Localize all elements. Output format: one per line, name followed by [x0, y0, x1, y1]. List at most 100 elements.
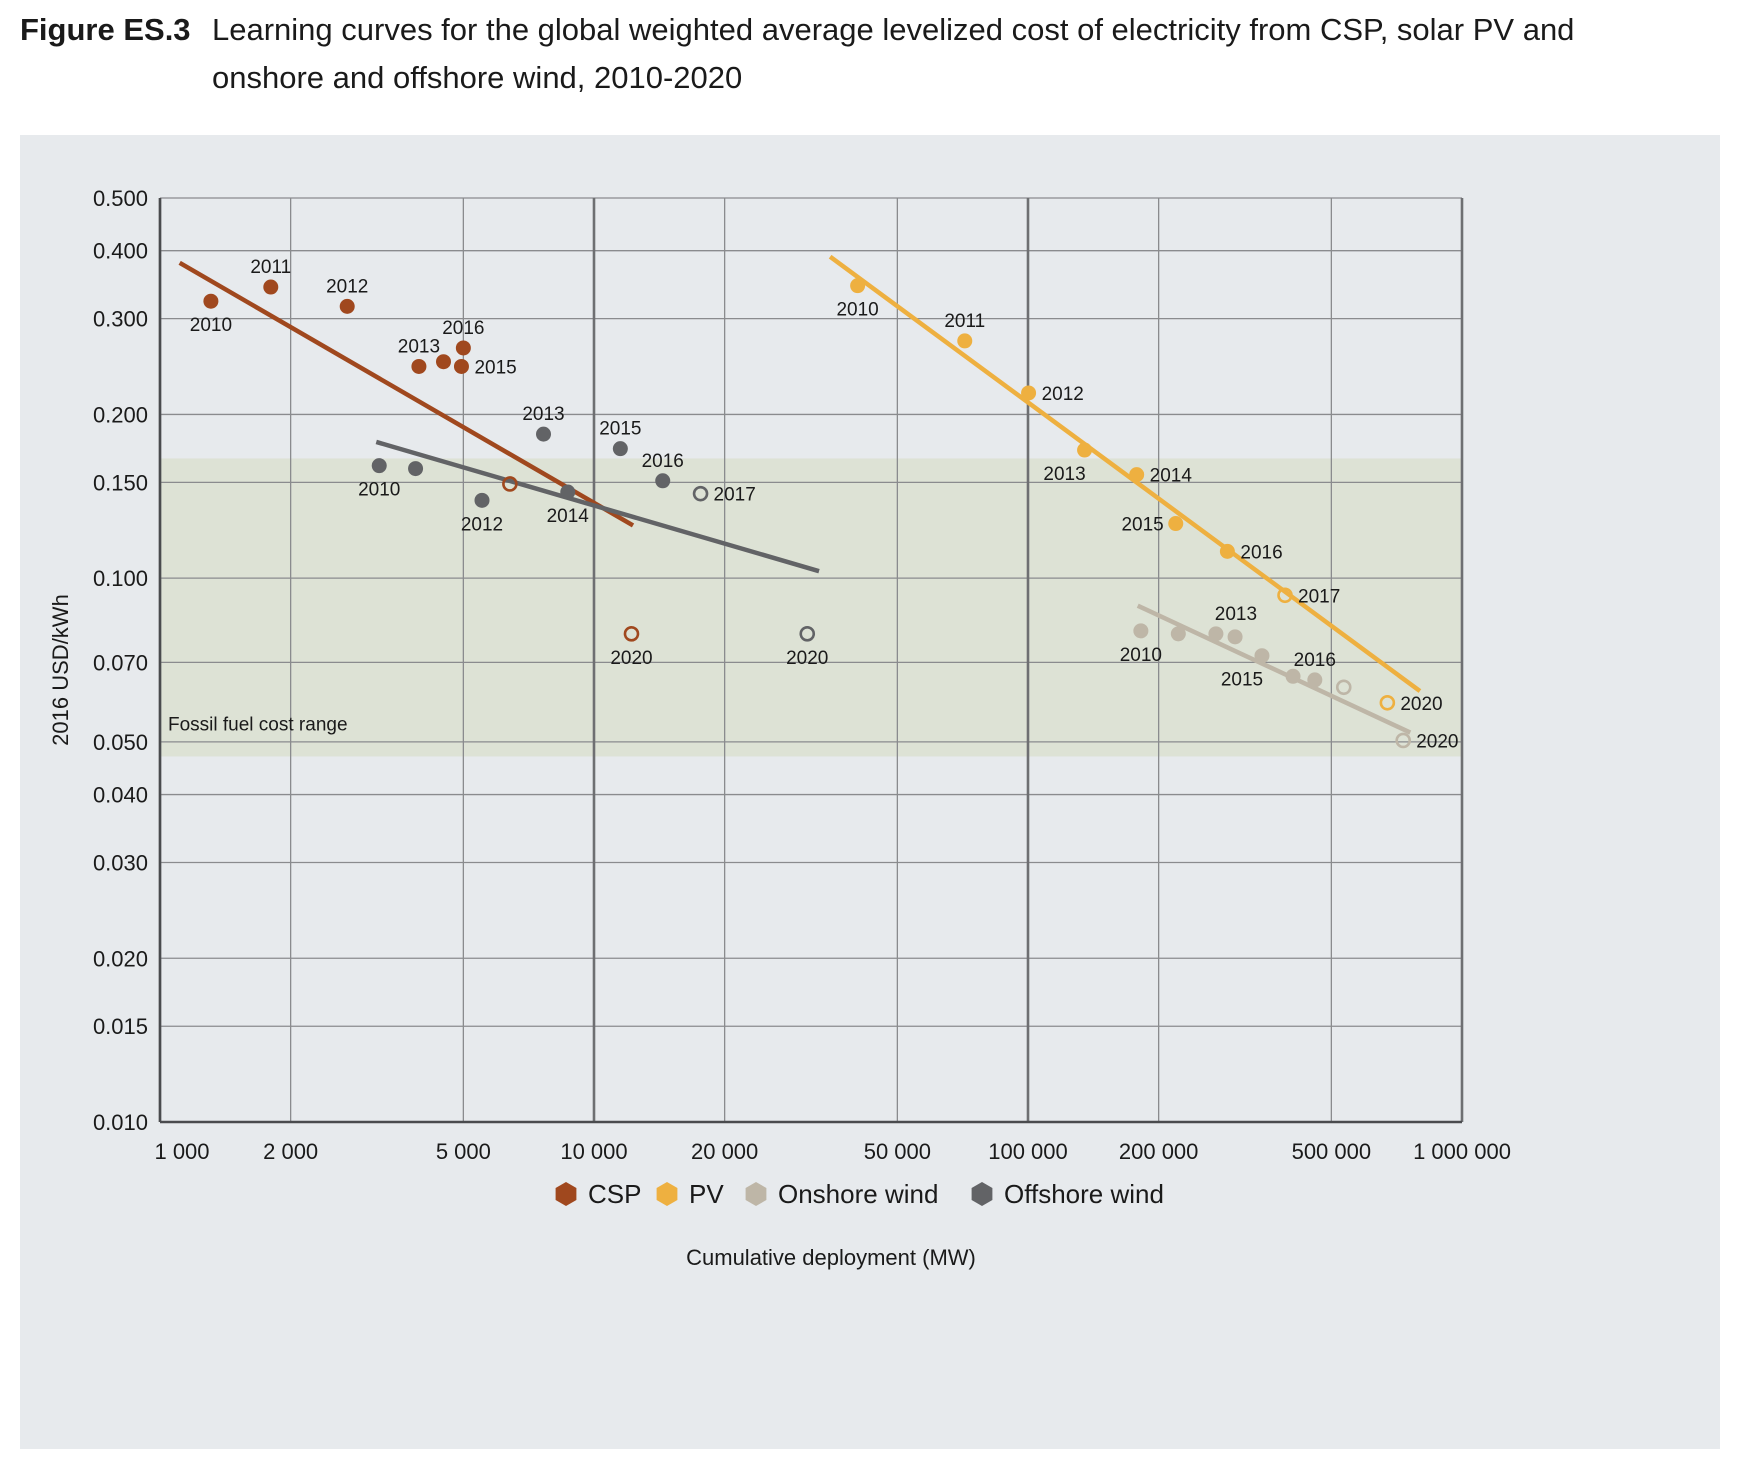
pv-legend-swatch: [656, 1182, 678, 1206]
x-axis-label: Cumulative deployment (MW): [686, 1245, 976, 1270]
y-tick-label: 0.150: [93, 470, 148, 495]
onshore-wind-point-label: 2020: [1416, 731, 1458, 752]
chart-panel: 2010 2011 2012 2013 2015 2016 2020 2010 2011 2012…: [20, 135, 1720, 1449]
offshore-wind-point: [371, 458, 387, 474]
pv-point: [1379, 694, 1396, 711]
y-tick-label: 0.010: [93, 1110, 148, 1135]
offshore-wind-point: [612, 441, 628, 457]
csp-point-label: 2013: [398, 336, 440, 357]
onshore-wind-point: [1170, 626, 1186, 642]
pv-point-label: 2011: [944, 311, 985, 332]
y-tick-label: 0.100: [93, 566, 148, 591]
x-tick-label: 50 000: [864, 1139, 931, 1164]
onshore-wind-point: [1133, 623, 1149, 639]
pv-point-label: 2020: [1400, 694, 1442, 715]
offshore-wind-point-label: 2015: [599, 419, 641, 440]
onshore-wind-point: [1254, 648, 1270, 664]
csp-trendline: [178, 260, 635, 528]
offshore-wind-point: [474, 492, 490, 508]
y-axis-label: 2016 USD/kWh: [48, 594, 73, 746]
x-tick-label: 100 000: [988, 1139, 1068, 1164]
onshore-wind-point: [1335, 679, 1352, 696]
csp-point: [411, 358, 427, 374]
onshore-wind-trendline: [1136, 603, 1412, 735]
pv-point: [1219, 543, 1235, 559]
offshore-wind-point-label: 2013: [522, 404, 564, 425]
offshore-wind-point-label: 2012: [461, 514, 503, 535]
x-tick-label: 200 000: [1119, 1139, 1199, 1164]
learning-curve-chart: 2010201120122013201520162020201020112012…: [48, 186, 1511, 1270]
legend: CSP PV Onshore wind Offshore wind: [555, 1179, 1164, 1209]
x-tick-label: 10 000: [560, 1139, 627, 1164]
offshore-wind-point-label: 2020: [786, 648, 828, 669]
x-tick-label: 2 000: [263, 1139, 318, 1164]
pv-point: [1021, 385, 1037, 401]
csp-point: [203, 293, 219, 309]
x-tick-label: 5 000: [436, 1139, 491, 1164]
offshore-wind-legend-label: Offshore wind: [1004, 1179, 1164, 1209]
figure-title: Learning curves for the global weighted …: [212, 12, 1575, 95]
csp-point: [435, 354, 451, 370]
onshore-wind-point-label: 2015: [1221, 670, 1263, 691]
csp-point: [623, 626, 640, 642]
data-points: [203, 278, 1411, 749]
x-tick-label: 20 000: [691, 1139, 758, 1164]
pv-point: [1168, 516, 1184, 532]
pv-point: [1277, 587, 1293, 604]
pv-trendline: [828, 254, 1422, 693]
y-tick-label: 0.070: [93, 650, 148, 675]
csp-point-label: 2016: [442, 318, 484, 339]
csp-point: [339, 298, 355, 314]
pv-point: [957, 333, 973, 349]
pv-point-label: 2013: [1043, 464, 1085, 485]
onshore-wind-point-label: 2010: [1120, 645, 1162, 666]
offshore-wind-point: [799, 626, 816, 642]
csp-point: [455, 340, 471, 356]
pv-point-label: 2015: [1121, 515, 1163, 536]
onshore-wind-legend-swatch: [745, 1182, 767, 1206]
x-tick-label: 1 000 000: [1413, 1139, 1511, 1164]
onshore-wind-point-label: 2013: [1215, 604, 1257, 625]
y-tick-label: 0.400: [93, 239, 148, 264]
onshore-wind-point: [1395, 732, 1411, 749]
y-tick-label: 0.300: [93, 307, 148, 332]
pv-point-label: 2010: [836, 300, 878, 321]
offshore-wind-point: [408, 461, 424, 477]
csp-point-label: 2011: [250, 257, 291, 278]
pv-point-label: 2012: [1042, 384, 1084, 405]
pv-point: [1077, 442, 1093, 458]
offshore-wind-point: [655, 473, 671, 489]
csp-point-label: 2010: [190, 315, 232, 336]
pv-point-label: 2016: [1240, 542, 1282, 563]
csp-point-label: 2012: [326, 276, 368, 297]
onshore-wind-point: [1285, 668, 1301, 684]
offshore-wind-point-label: 2010: [358, 480, 400, 501]
x-tick-label: 500 000: [1292, 1139, 1372, 1164]
offshore-wind-point-label: 2016: [642, 451, 684, 472]
y-tick-label: 0.200: [93, 402, 148, 427]
y-tick-label: 0.020: [93, 946, 148, 971]
onshore-wind-point: [1227, 629, 1243, 645]
onshore-wind-point-label: 2016: [1294, 650, 1336, 671]
csp-point: [263, 279, 279, 295]
csp-point-label: 2015: [474, 357, 516, 378]
y-tick-label: 0.040: [93, 783, 148, 808]
csp-legend-swatch: [555, 1182, 577, 1206]
fossil-fuel-band: [160, 458, 1462, 757]
y-tick-label: 0.030: [93, 851, 148, 876]
pv-point-label: 2014: [1150, 466, 1193, 487]
onshore-wind-legend-label: Onshore wind: [778, 1179, 938, 1209]
onshore-wind-point: [1307, 672, 1323, 688]
point-labels: 2010201120122013201520162020201020112012…: [190, 257, 1459, 752]
x-tick-label: 1 000: [154, 1139, 209, 1164]
trendlines: [178, 254, 1422, 735]
figure-number: Figure ES.3: [20, 12, 191, 47]
pv-point-label: 2017: [1298, 586, 1340, 607]
y-tick-label: 0.500: [93, 186, 148, 211]
offshore-wind-point: [560, 484, 576, 500]
offshore-wind-point: [692, 485, 709, 502]
y-tick-label: 0.050: [93, 730, 148, 755]
pv-point: [1129, 467, 1145, 483]
csp-point: [453, 358, 469, 374]
offshore-wind-trendline: [375, 439, 820, 574]
